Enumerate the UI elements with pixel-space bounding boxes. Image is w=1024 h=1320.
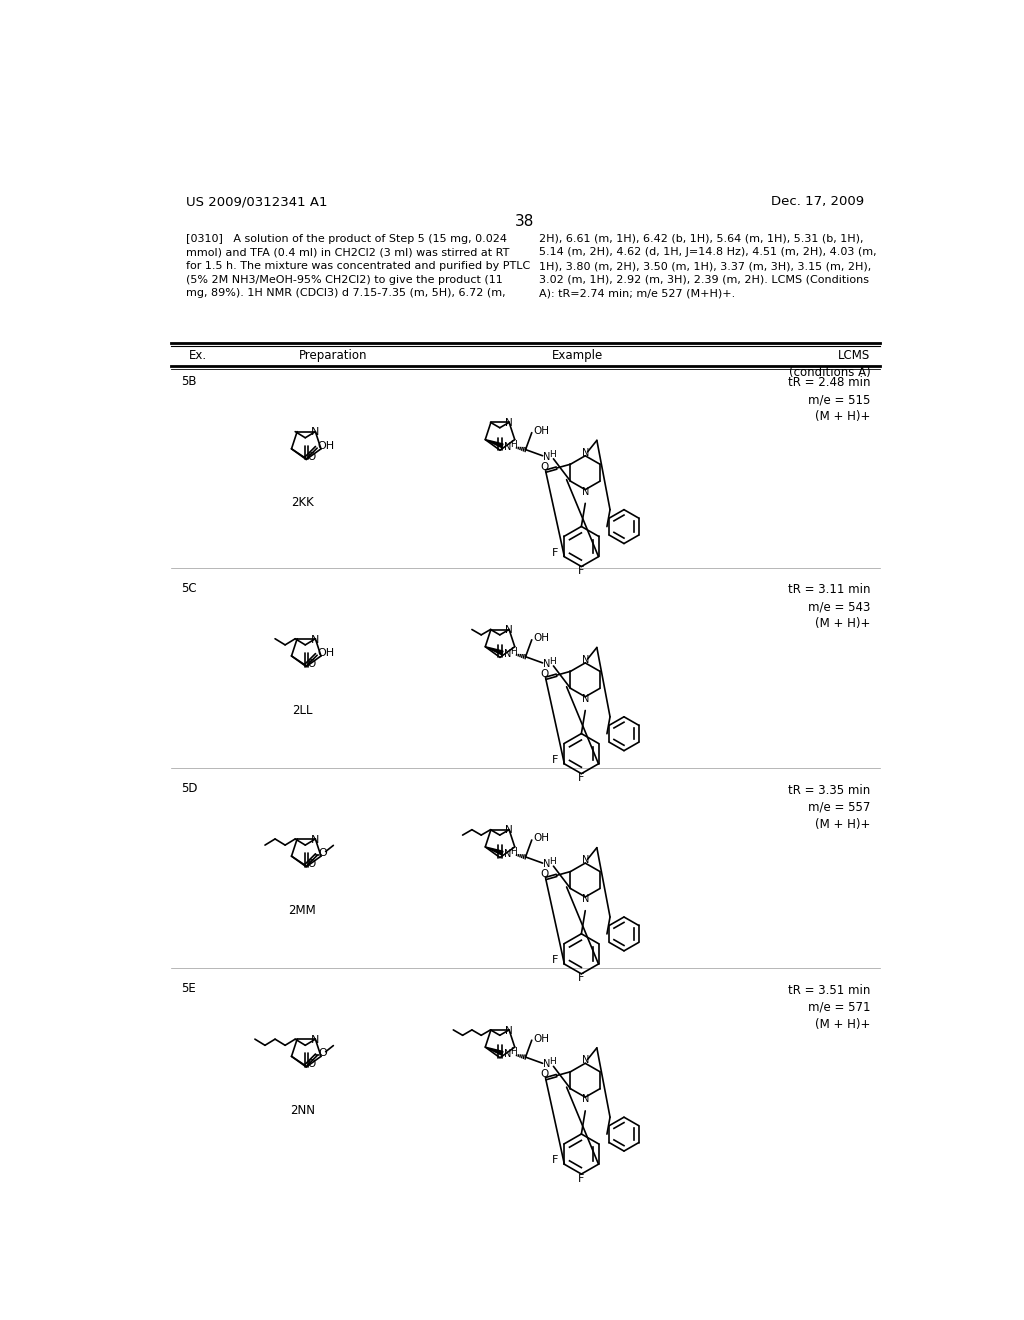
Text: OH: OH xyxy=(534,1034,549,1044)
Text: N: N xyxy=(543,859,550,869)
Text: H: H xyxy=(510,440,517,449)
Text: 5E: 5E xyxy=(180,982,196,995)
Polygon shape xyxy=(485,440,503,447)
Text: F: F xyxy=(579,566,585,576)
Text: O: O xyxy=(541,669,549,678)
Text: F: F xyxy=(579,774,585,783)
Text: N: N xyxy=(505,626,513,635)
Text: O: O xyxy=(541,1069,549,1078)
Text: Ex.: Ex. xyxy=(188,348,207,362)
Text: OH: OH xyxy=(534,426,549,436)
Text: N: N xyxy=(583,694,590,704)
Text: N: N xyxy=(583,655,590,665)
Text: O: O xyxy=(318,847,327,858)
Polygon shape xyxy=(485,847,503,855)
Polygon shape xyxy=(485,1047,503,1055)
Text: N: N xyxy=(543,659,550,669)
Text: 38: 38 xyxy=(515,214,535,228)
Text: H: H xyxy=(510,847,517,857)
Text: O: O xyxy=(541,462,549,471)
Text: Dec. 17, 2009: Dec. 17, 2009 xyxy=(771,195,864,209)
Text: OH: OH xyxy=(534,833,549,843)
Text: OH: OH xyxy=(534,634,549,643)
Text: F: F xyxy=(552,548,558,557)
Text: N: N xyxy=(505,1026,513,1036)
Text: 5D: 5D xyxy=(180,781,198,795)
Text: tR = 3.11 min
m/e = 543
(M + H)+: tR = 3.11 min m/e = 543 (M + H)+ xyxy=(787,583,870,631)
Text: N: N xyxy=(583,487,590,496)
Text: N: N xyxy=(583,855,590,865)
Text: 2NN: 2NN xyxy=(290,1104,314,1117)
Text: N: N xyxy=(583,894,590,904)
Text: N: N xyxy=(311,428,319,437)
Text: F: F xyxy=(552,1155,558,1166)
Text: N: N xyxy=(311,834,319,845)
Text: F: F xyxy=(552,755,558,764)
Text: [0310]   A solution of the product of Step 5 (15 mg, 0.024
mmol) and TFA (0.4 ml: [0310] A solution of the product of Step… xyxy=(186,234,530,298)
Text: N: N xyxy=(505,825,513,836)
Text: F: F xyxy=(579,973,585,983)
Text: 2LL: 2LL xyxy=(292,704,312,717)
Text: O: O xyxy=(307,1059,315,1069)
Text: tR = 3.51 min
m/e = 571
(M + H)+: tR = 3.51 min m/e = 571 (M + H)+ xyxy=(788,983,870,1031)
Text: 2KK: 2KK xyxy=(291,496,313,510)
Text: H: H xyxy=(549,857,556,866)
Text: 5B: 5B xyxy=(180,375,197,388)
Text: N: N xyxy=(583,447,590,458)
Text: N: N xyxy=(504,441,511,451)
Text: N: N xyxy=(311,1035,319,1045)
Text: O: O xyxy=(541,869,549,879)
Text: 2MM: 2MM xyxy=(289,904,316,917)
Text: N: N xyxy=(583,1055,590,1065)
Text: N: N xyxy=(583,1094,590,1105)
Text: O: O xyxy=(307,451,315,462)
Text: 2H), 6.61 (m, 1H), 6.42 (b, 1H), 5.64 (m, 1H), 5.31 (b, 1H),
5.14 (m, 2H), 4.62 : 2H), 6.61 (m, 1H), 6.42 (b, 1H), 5.64 (m… xyxy=(539,234,877,298)
Text: H: H xyxy=(549,450,556,459)
Text: Example: Example xyxy=(552,348,603,362)
Text: OH: OH xyxy=(317,441,335,450)
Text: tR = 2.48 min
m/e = 515
(M + H)+: tR = 2.48 min m/e = 515 (M + H)+ xyxy=(787,376,870,424)
Text: OH: OH xyxy=(317,648,335,657)
Text: H: H xyxy=(510,1047,517,1056)
Text: N: N xyxy=(504,648,511,659)
Text: N: N xyxy=(504,849,511,859)
Text: 5C: 5C xyxy=(180,582,197,595)
Text: F: F xyxy=(552,954,558,965)
Text: N: N xyxy=(543,451,550,462)
Text: LCMS
(conditions A): LCMS (conditions A) xyxy=(788,348,870,379)
Polygon shape xyxy=(485,647,503,655)
Text: H: H xyxy=(549,657,556,665)
Text: H: H xyxy=(510,647,517,656)
Text: N: N xyxy=(505,418,513,428)
Text: N: N xyxy=(543,1059,550,1069)
Text: F: F xyxy=(579,1173,585,1184)
Text: H: H xyxy=(549,1057,556,1067)
Text: N: N xyxy=(311,635,319,644)
Text: O: O xyxy=(307,859,315,869)
Text: Preparation: Preparation xyxy=(299,348,368,362)
Text: tR = 3.35 min
m/e = 557
(M + H)+: tR = 3.35 min m/e = 557 (M + H)+ xyxy=(788,784,870,830)
Text: US 2009/0312341 A1: US 2009/0312341 A1 xyxy=(186,195,328,209)
Text: O: O xyxy=(318,1048,327,1059)
Text: N: N xyxy=(504,1049,511,1059)
Text: O: O xyxy=(307,659,315,669)
